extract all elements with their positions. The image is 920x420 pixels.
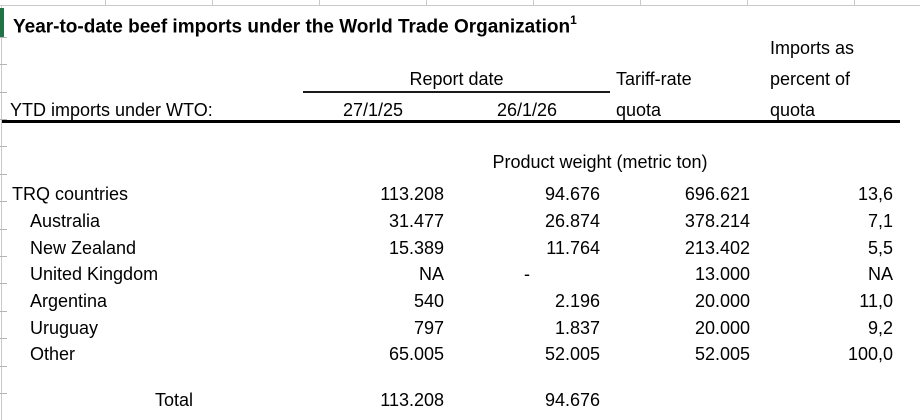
grid-tick xyxy=(854,0,855,5)
grid-tick xyxy=(0,92,7,93)
table-row: Australia 31.477 26.874 378.214 7,1 xyxy=(0,211,920,231)
cell-country[interactable]: Uruguay xyxy=(30,318,99,338)
unit-label: Product weight (metric ton) xyxy=(492,152,708,172)
cell-quota[interactable]: 696.621 xyxy=(684,184,750,204)
left-grid-line xyxy=(1,5,2,420)
table-row: Other 65.005 52.005 52.005 100,0 xyxy=(0,344,920,364)
report-date-underline xyxy=(303,91,610,93)
header-date-1[interactable]: 27/1/25 xyxy=(342,100,404,120)
cell-country[interactable]: Other xyxy=(30,344,76,364)
cell-country[interactable]: United Kingdom xyxy=(30,264,159,284)
footnote-marker: 1 xyxy=(570,13,577,27)
cell-percent[interactable]: 13,6 xyxy=(857,184,893,204)
grid-tick xyxy=(0,256,7,257)
grid-tick xyxy=(533,0,534,5)
header-report-date-group[interactable]: Report date xyxy=(409,69,504,89)
header-imports-as-line1[interactable]: Imports as xyxy=(770,38,855,58)
cell-percent[interactable]: NA xyxy=(867,264,893,284)
grid-tick xyxy=(0,311,7,312)
table-row: New Zealand 15.389 11.764 213.402 5,5 xyxy=(0,238,920,258)
cell-ytd-1[interactable]: 31.477 xyxy=(388,211,444,231)
title-text: Year-to-date beef imports under the Worl… xyxy=(13,16,571,38)
grid-tick xyxy=(212,0,213,5)
grid-tick xyxy=(0,393,7,394)
cell-ytd-2[interactable]: - xyxy=(524,264,530,284)
cell-percent[interactable]: 11,0 xyxy=(859,291,893,311)
cell-ytd-2[interactable]: 1.837 xyxy=(554,318,600,338)
cell-ytd-1[interactable]: 65.005 xyxy=(388,344,444,364)
grid-tick xyxy=(0,174,7,175)
header-ytd-label[interactable]: YTD imports under WTO: xyxy=(10,100,213,120)
cell-quota[interactable]: 378.214 xyxy=(684,211,750,231)
grid-tick xyxy=(319,0,320,5)
table-row: United Kingdom NA - 13.000 NA xyxy=(0,264,920,284)
cell-ytd-2[interactable]: 26.874 xyxy=(544,211,600,231)
cell-quota[interactable]: 213.402 xyxy=(684,238,750,258)
header-date-2[interactable]: 26/1/26 xyxy=(496,100,558,120)
cell-country[interactable]: New Zealand xyxy=(30,238,137,258)
cell-ytd-2[interactable]: 11.764 xyxy=(546,238,600,258)
grid-tick xyxy=(0,119,7,120)
grid-tick xyxy=(0,366,7,367)
cell-total-label[interactable]: Total xyxy=(155,390,194,410)
cell-quota[interactable]: 13.000 xyxy=(694,264,750,284)
grid-tick xyxy=(640,0,641,5)
cell-ytd-2[interactable]: 52.005 xyxy=(544,344,600,364)
cell-percent[interactable]: 100,0 xyxy=(847,344,893,364)
grid-tick xyxy=(0,146,7,147)
selection-marker xyxy=(0,8,4,37)
cell-ytd-1[interactable]: 15.389 xyxy=(388,238,444,258)
grid-tick xyxy=(0,201,7,202)
grid-tick xyxy=(0,64,7,65)
table-row: Uruguay 797 1.837 20.000 9,2 xyxy=(0,318,920,338)
header-imports-as-line2: percent of xyxy=(770,69,851,89)
grid-tick xyxy=(105,0,106,5)
cell-ytd-1[interactable]: 540 xyxy=(413,291,444,311)
cell-ytd-2[interactable]: 2.196 xyxy=(554,291,600,311)
header-tariff-rate-line2: quota xyxy=(616,100,662,120)
cell-total-ytd-2[interactable]: 94.676 xyxy=(544,390,600,410)
page-title[interactable]: Year-to-date beef imports under the Worl… xyxy=(13,11,577,37)
cell-country[interactable]: TRQ countries xyxy=(12,184,129,204)
cell-quota[interactable]: 20.000 xyxy=(694,318,750,338)
cell-quota[interactable]: 20.000 xyxy=(694,291,750,311)
top-grid-line xyxy=(0,5,920,6)
grid-tick xyxy=(0,37,7,38)
total-row: Total 113.208 94.676 xyxy=(0,390,920,410)
cell-percent[interactable]: 7,1 xyxy=(867,211,893,231)
grid-tick xyxy=(747,0,748,5)
grid-tick xyxy=(0,229,7,230)
cell-ytd-1[interactable]: 113.208 xyxy=(380,184,444,204)
cell-quota[interactable]: 52.005 xyxy=(694,344,750,364)
cell-total-ytd-1[interactable]: 113.208 xyxy=(380,390,444,410)
cell-country[interactable]: Argentina xyxy=(30,291,108,311)
cell-ytd-2[interactable]: 94.676 xyxy=(544,184,600,204)
table-row: Argentina 540 2.196 20.000 11,0 xyxy=(0,291,920,311)
header-imports-as-line3: quota xyxy=(770,100,816,120)
cell-percent[interactable]: 5,5 xyxy=(867,238,893,258)
grid-tick xyxy=(426,0,427,5)
cell-country[interactable]: Australia xyxy=(30,211,101,231)
header-rule xyxy=(2,120,900,123)
header-tariff-rate-line1[interactable]: Tariff-rate xyxy=(616,69,692,89)
cell-percent[interactable]: 9,2 xyxy=(867,318,893,338)
table-row: TRQ countries 113.208 94.676 696.621 13,… xyxy=(0,184,920,204)
grid-tick xyxy=(0,283,7,284)
grid-tick xyxy=(0,338,7,339)
cell-ytd-1[interactable]: NA xyxy=(418,264,444,284)
cell-ytd-1[interactable]: 797 xyxy=(413,318,444,338)
